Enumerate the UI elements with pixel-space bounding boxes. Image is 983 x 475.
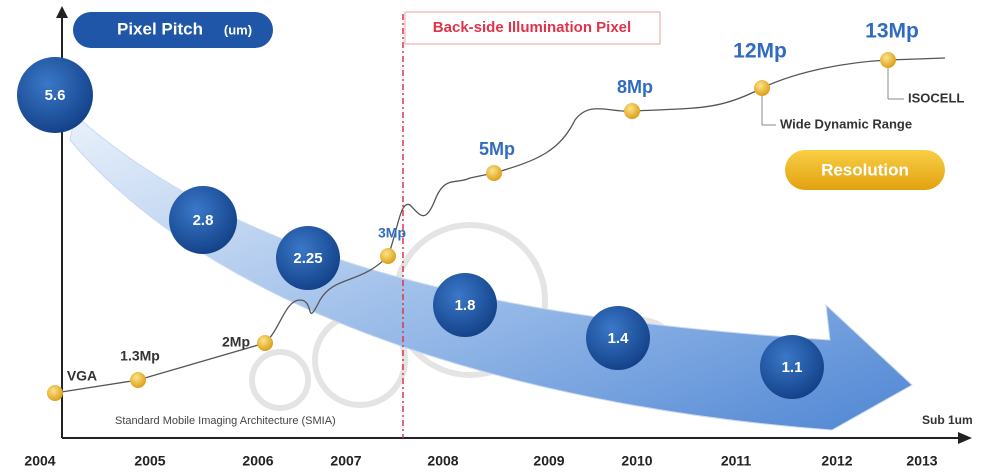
resolution-label: 3Mp (378, 225, 406, 241)
resolution-pill (785, 150, 945, 190)
pitch-title: Pixel Pitch (117, 19, 203, 38)
year-label: 2009 (533, 453, 564, 469)
pitch-bubble (433, 273, 497, 337)
year-label: 2011 (721, 453, 752, 469)
pitch-value: 1.8 (455, 297, 476, 314)
year-label: 2006 (242, 453, 273, 469)
resolution-label: 1.3Mp (120, 348, 160, 364)
resolution-dot (380, 248, 396, 264)
resolution-dot (624, 103, 640, 119)
resolution-label: 8Mp (617, 77, 653, 97)
pitch-unit: (um) (224, 22, 252, 37)
pitch-bubble (169, 186, 237, 254)
year-label: 2004 (24, 453, 55, 469)
pitch-bubble (760, 335, 824, 399)
pitch-value: 5.6 (45, 87, 66, 104)
resolution-curve (54, 57, 946, 394)
resolution-label: 5Mp (479, 139, 515, 159)
pitch-bubble (586, 306, 650, 370)
pitch-value: 2.8 (193, 212, 214, 229)
resolution-dot (754, 80, 770, 96)
year-label: 2010 (621, 453, 652, 469)
pitch-pill (73, 12, 273, 48)
resolution-dot (257, 335, 273, 351)
resolution-label: 13Mp (865, 20, 919, 43)
pitch-bubble (276, 226, 340, 290)
pitch-value: 1.4 (608, 330, 630, 347)
year-label: 2007 (330, 453, 361, 469)
pitch-bubble (17, 57, 93, 133)
pitch-value: 2.25 (293, 250, 322, 267)
resolution-title: Resolution (821, 160, 909, 179)
year-label: 2005 (134, 453, 165, 469)
smia-label: Standard Mobile Imaging Architecture (SM… (115, 415, 336, 427)
bsi-box (404, 11, 661, 45)
sub-label: Sub 1um (922, 413, 973, 427)
resolution-dot (486, 165, 502, 181)
resolution-dot (880, 52, 896, 68)
pitch-value: 1.1 (782, 359, 803, 376)
year-label: 2013 (906, 453, 937, 469)
x-axis-arrow (958, 432, 972, 444)
isocell-label: ISOCELL (908, 90, 964, 105)
resolution-dot (47, 385, 63, 401)
year-label: 2008 (427, 453, 458, 469)
resolution-dot (130, 372, 146, 388)
y-axis-arrow (56, 6, 68, 18)
bsi-label: Back-side Illumination Pixel (433, 19, 631, 36)
wdr-label: Wide Dynamic Range (780, 116, 912, 131)
year-label: 2012 (821, 453, 852, 469)
resolution-label: 2Mp (222, 334, 250, 350)
resolution-label: VGA (67, 368, 97, 384)
resolution-label: 12Mp (733, 40, 787, 63)
